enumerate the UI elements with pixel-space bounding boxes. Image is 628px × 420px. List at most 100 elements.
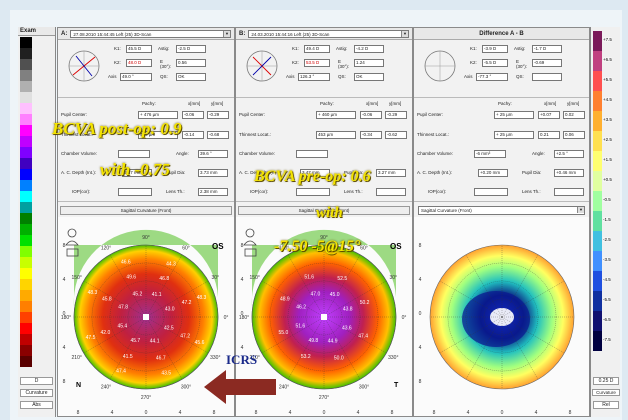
person-icon	[244, 229, 256, 245]
axis-tick: 8	[569, 410, 572, 416]
scale-swatch	[593, 111, 602, 131]
exam-b-date: 24.03.2010 15:44:16 Left (25) 3D-Scan	[251, 32, 329, 37]
pupil-x: +0.07	[538, 111, 560, 119]
angle-label: Angle:	[176, 151, 189, 156]
angle-label: 240°	[279, 384, 289, 390]
pupil-y: 0.02	[563, 111, 585, 119]
curvature-value: 45.6	[195, 340, 205, 346]
abs-mode-button[interactable]: Abs	[20, 401, 53, 409]
angle-label: 30°	[390, 275, 398, 281]
axis-tick: 8	[63, 243, 66, 249]
chamber-value	[296, 150, 328, 158]
curvature-value: 49.8	[308, 338, 318, 344]
scale-label: +3.5	[603, 117, 612, 122]
ecc-label: E (30°):	[338, 59, 352, 66]
curvature-value: 46.2	[296, 304, 306, 310]
iop-label: IOP(cor):	[72, 189, 90, 194]
chevron-down-icon[interactable]: ▼	[223, 31, 230, 37]
scale-step-value[interactable]: D	[20, 377, 53, 385]
ecc-value: 1.24	[354, 59, 384, 67]
scale-label: +4.5	[603, 97, 612, 102]
thinnest-y: -0.62	[385, 131, 407, 139]
curvature-value: 46.7	[156, 356, 166, 362]
scale-swatch	[20, 180, 32, 191]
chevron-down-icon[interactable]: ▼	[401, 31, 408, 37]
angle-label: 0°	[224, 315, 229, 321]
axis-tick: 8	[77, 410, 80, 416]
axis-tick: 4	[241, 277, 244, 283]
ecc-value: -0.69	[532, 59, 562, 67]
curvature-value: 41.5	[123, 354, 133, 360]
panel-a: A: 27.08.2010 15:44:45 Left (25) 3D-Scan…	[57, 27, 235, 417]
side-label: N	[76, 382, 81, 389]
exam-b-select[interactable]: 24.03.2010 15:44:16 Left (25) 3D-Scan ▼	[248, 30, 409, 38]
scale-swatch	[593, 251, 602, 271]
astig-label: Astig:	[336, 46, 347, 53]
chevron-down-icon[interactable]: ▼	[577, 207, 584, 213]
pachy-label: Pachy:	[142, 101, 156, 106]
rel-mode-button[interactable]: Rel	[593, 401, 619, 409]
curvature-mode-label[interactable]: Curvature	[20, 389, 53, 397]
left-color-scale: Exam D Curvature Abs	[18, 27, 56, 417]
thinnest-label: Thinnest Locat.:	[239, 132, 271, 137]
k1-label: K1:	[114, 46, 121, 53]
scale-swatch	[593, 211, 602, 231]
curvature-type-select[interactable]: Sagittal Curvature (Front) ▼	[418, 206, 585, 215]
axis-tick: 4	[357, 410, 360, 416]
astig-value: -2.5 D	[176, 45, 206, 53]
scale-swatch	[593, 171, 602, 191]
ecc-label: E (30°):	[516, 59, 530, 66]
lens-label: Lens Th.:	[166, 189, 185, 194]
scale-label: -0.5	[603, 197, 611, 202]
thinnest-value: + 25 µm	[494, 131, 534, 139]
scale-swatch	[593, 191, 602, 211]
angle-label: 150°	[72, 275, 82, 281]
axis-tick: 4	[63, 345, 66, 351]
chamber-value	[118, 150, 150, 158]
curvature-value: 45.0	[330, 292, 340, 298]
iop-value	[296, 188, 330, 196]
scale-swatch	[20, 125, 32, 136]
curvature-value: 47.5	[86, 335, 96, 341]
scale-swatch	[20, 334, 32, 345]
pre-op-with-annotation: with	[316, 205, 343, 222]
difference-map[interactable]: 8 4 0 4 8 8 4 0 4 8	[414, 217, 589, 416]
curvature-value: 48.9	[280, 297, 290, 303]
axis-value: 49.0 °	[120, 73, 152, 81]
angle-label: 30°	[212, 275, 220, 281]
axis-tick: 8	[433, 410, 436, 416]
scale-label: +0.5	[603, 177, 612, 182]
pupil-dia-value: +0.46 mm	[554, 169, 584, 177]
curvature-mode-label[interactable]: Curvature	[592, 389, 620, 396]
y-label: y[mm]	[211, 101, 223, 106]
axis-tick: 4	[63, 277, 66, 283]
ecc-label: E (30°):	[160, 59, 174, 66]
k2-label: K2:	[470, 60, 477, 67]
bcva-post-op-annotation: BCVA post-op: 0.9	[52, 119, 182, 139]
k1-label: K1:	[470, 46, 477, 53]
scale-swatch	[20, 114, 32, 125]
exam-label: Exam	[18, 27, 55, 36]
k1-value: 49.4 D	[304, 45, 330, 53]
axis-tick: 0	[323, 410, 326, 416]
curvature-value: 44.9	[328, 339, 338, 345]
curvature-value: 48.3	[88, 290, 98, 296]
curvature-value: 47.8	[118, 304, 128, 310]
curvature-value: 47.2	[180, 333, 190, 339]
axis-tick: 0	[145, 410, 148, 416]
scale-label: -4.5	[603, 277, 611, 282]
apex-marker	[143, 314, 149, 320]
scale-swatch	[20, 70, 32, 81]
thinnest-x: 0.21	[538, 131, 560, 139]
angle-label: 330°	[210, 355, 220, 361]
curvature-value: 49.6	[126, 274, 136, 280]
angle-label: 60°	[360, 246, 368, 252]
axis-tick: 0	[63, 311, 66, 317]
thinnest-x: -0.14	[182, 131, 204, 139]
scale-step-value[interactable]: 0.25 D	[593, 377, 619, 385]
polar-grid	[430, 245, 574, 389]
exam-a-select[interactable]: 27.08.2010 15:44:45 Left (25) 3D-Scan ▼	[70, 30, 231, 38]
y-label: y[mm]	[567, 101, 579, 106]
pupil-center-label: Pupil Center:	[61, 112, 87, 117]
astig-label: Astig:	[514, 46, 525, 53]
